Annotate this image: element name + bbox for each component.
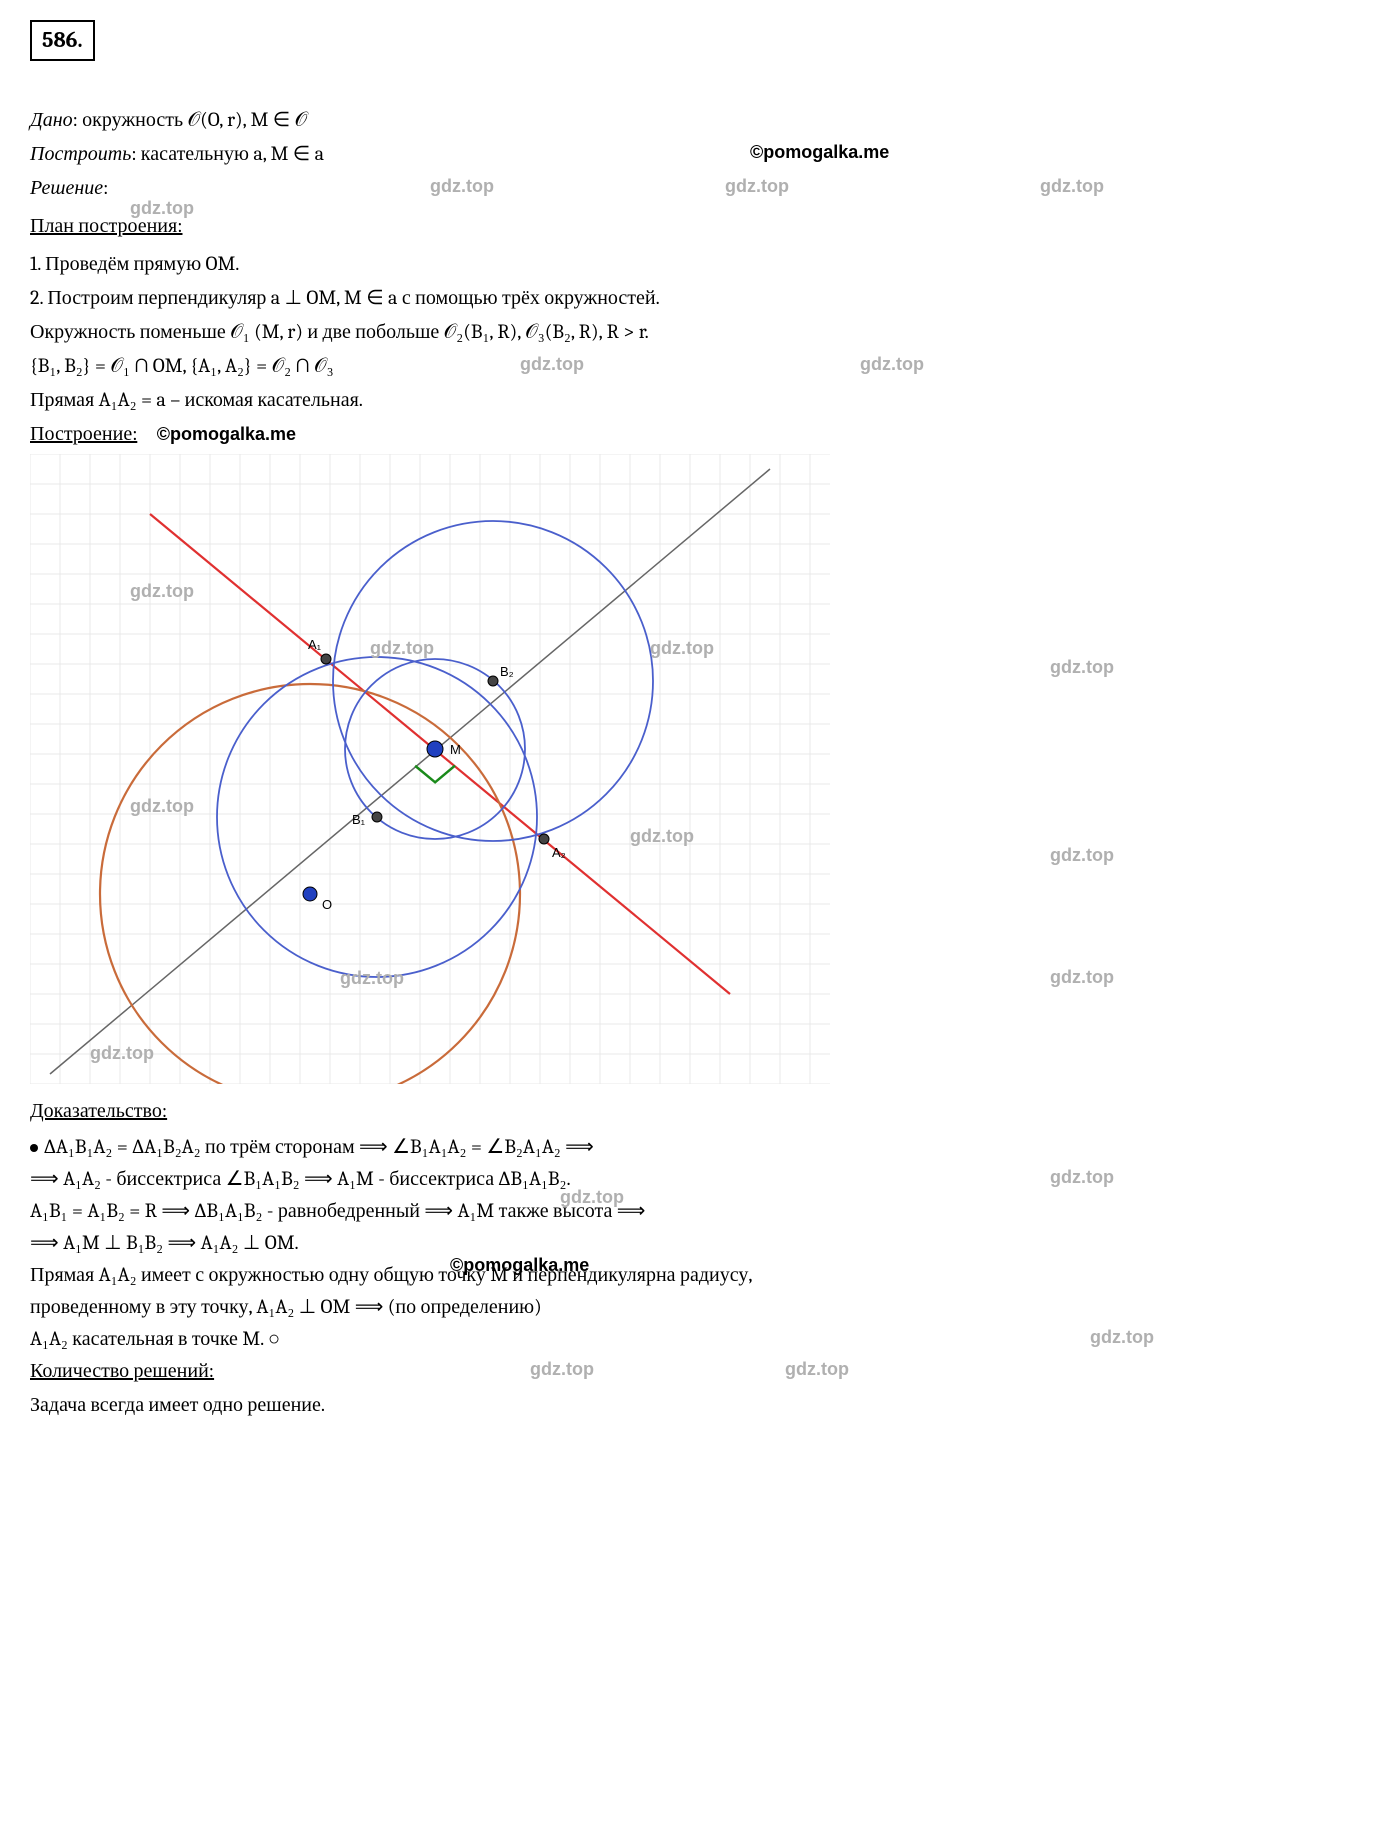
wm-gdz: gdz.top	[1050, 1164, 1114, 1191]
svg-text:gdz.top: gdz.top	[130, 581, 194, 601]
plan-step-2: 2. Построим перпендикуляр a ⊥ OM, M ∈ a …	[30, 283, 1370, 313]
wm-gdz: gdz.top	[430, 173, 494, 200]
wm-gdz: gdz.top	[520, 351, 584, 378]
construct-label: Построить	[30, 142, 131, 165]
svg-text:gdz.top: gdz.top	[130, 796, 194, 816]
svg-text:gdz.top: gdz.top	[340, 968, 404, 988]
problem-number: 586.	[30, 20, 95, 61]
svg-text:M: M	[450, 742, 461, 757]
given-text: : окружность 𝒪(O, r), M ∈ 𝒪	[73, 108, 308, 131]
solution-label: Решение	[30, 176, 103, 199]
svg-text:B₂: B₂	[500, 664, 514, 679]
wm-gdz: gdz.top	[1090, 1324, 1154, 1351]
svg-text:gdz.top: gdz.top	[90, 1043, 154, 1063]
wm-gdz: gdz.top	[130, 195, 194, 222]
watermark-pomogalka: ©pomogalka.me	[750, 139, 889, 166]
wm-gdz: gdz.top	[560, 1184, 624, 1211]
plan-step-1: 1. Проведём прямую OM.	[30, 249, 1370, 279]
svg-text:gdz.top: gdz.top	[370, 638, 434, 658]
solution-line: Решение:	[30, 173, 1370, 203]
proof-line-1: ∆A₁B₁A₂ = ∆A₁B₂A₂ по трём сторонам ⟹ ∠B₁…	[30, 1132, 1370, 1162]
wm-gdz: gdz.top	[725, 173, 789, 200]
construct-line: Построить: касательную a, M ∈ a ©pomogal…	[30, 139, 1370, 169]
given-label: Дано	[30, 108, 73, 131]
svg-text:A₂: A₂	[552, 845, 566, 860]
plan-step-3: Окружность поменьше 𝒪₁ (M, r) и две побо…	[30, 317, 1370, 347]
bullet-icon	[30, 1144, 38, 1152]
wm-gdz: gdz.top	[1050, 964, 1114, 991]
wm-gdz: gdz.top	[1040, 173, 1104, 200]
construct-text: : касательную a, M ∈ a	[131, 142, 324, 165]
proof-line-4: ⟹ A₁M ⊥ B₁B₂ ⟹ A₁A₂ ⊥ OM.	[30, 1228, 1370, 1258]
wm-gdz: gdz.top	[860, 351, 924, 378]
svg-text:B₁: B₁	[352, 812, 366, 827]
plan-step-4: {B₁, B₂} = 𝒪₁ ∩ OM, {A₁, A₂} = 𝒪₂ ∩ 𝒪₃ g…	[30, 351, 1370, 381]
watermark-pomogalka: ©pomogalka.me	[450, 1252, 589, 1279]
svg-text:A₁: A₁	[308, 637, 322, 652]
proof-line-5: Прямая A₁A₂ имеет с окружностью одну общ…	[30, 1260, 1370, 1290]
wm-gdz: gdz.top	[1050, 654, 1114, 681]
proof-line-3: A₁B₁ = A₁B₂ = R ⟹ ∆B₁A₁B₂ - равнобедренн…	[30, 1196, 1370, 1226]
given-line: Дано: окружность 𝒪(O, r), M ∈ 𝒪	[30, 105, 1370, 135]
wm-gdz: gdz.top	[530, 1356, 594, 1383]
geometry-diagram: O M B₁ B₂ A₁ A₂ gdz.top gdz.top gdz.top gdz.top gd…	[30, 454, 1370, 1084]
proof-line-6: проведенному в эту точку, A₁A₂ ⊥ OM ⟹ (п…	[30, 1292, 1370, 1322]
construction-heading: Построение:	[30, 422, 137, 445]
svg-text:gdz.top: gdz.top	[630, 826, 694, 846]
count-heading: Количество решений:	[30, 1359, 214, 1382]
proof-heading: Доказательство:	[30, 1096, 167, 1126]
count-text: Задача всегда имеет одно решение.	[30, 1390, 1370, 1420]
plan-step-5: Прямая A₁A₂ = a – искомая касательная.	[30, 385, 1370, 415]
watermark-pomogalka: ©pomogalka.me	[157, 424, 296, 444]
svg-text:gdz.top: gdz.top	[650, 638, 714, 658]
proof-line-7: A₁A₂ касательная в точке M. ○ gdz.top	[30, 1324, 1370, 1354]
proof-line-2: ⟹ A₁A₂ - биссектриса ∠B₁A₁B₂ ⟹ A₁M - бис…	[30, 1164, 1370, 1194]
diagram-svg: O M B₁ B₂ A₁ A₂ gdz.top gdz.top gdz.top gdz.top gd…	[30, 454, 830, 1084]
wm-gdz: gdz.top	[785, 1356, 849, 1383]
svg-text:O: O	[322, 897, 332, 912]
wm-gdz: gdz.top	[1050, 842, 1114, 869]
